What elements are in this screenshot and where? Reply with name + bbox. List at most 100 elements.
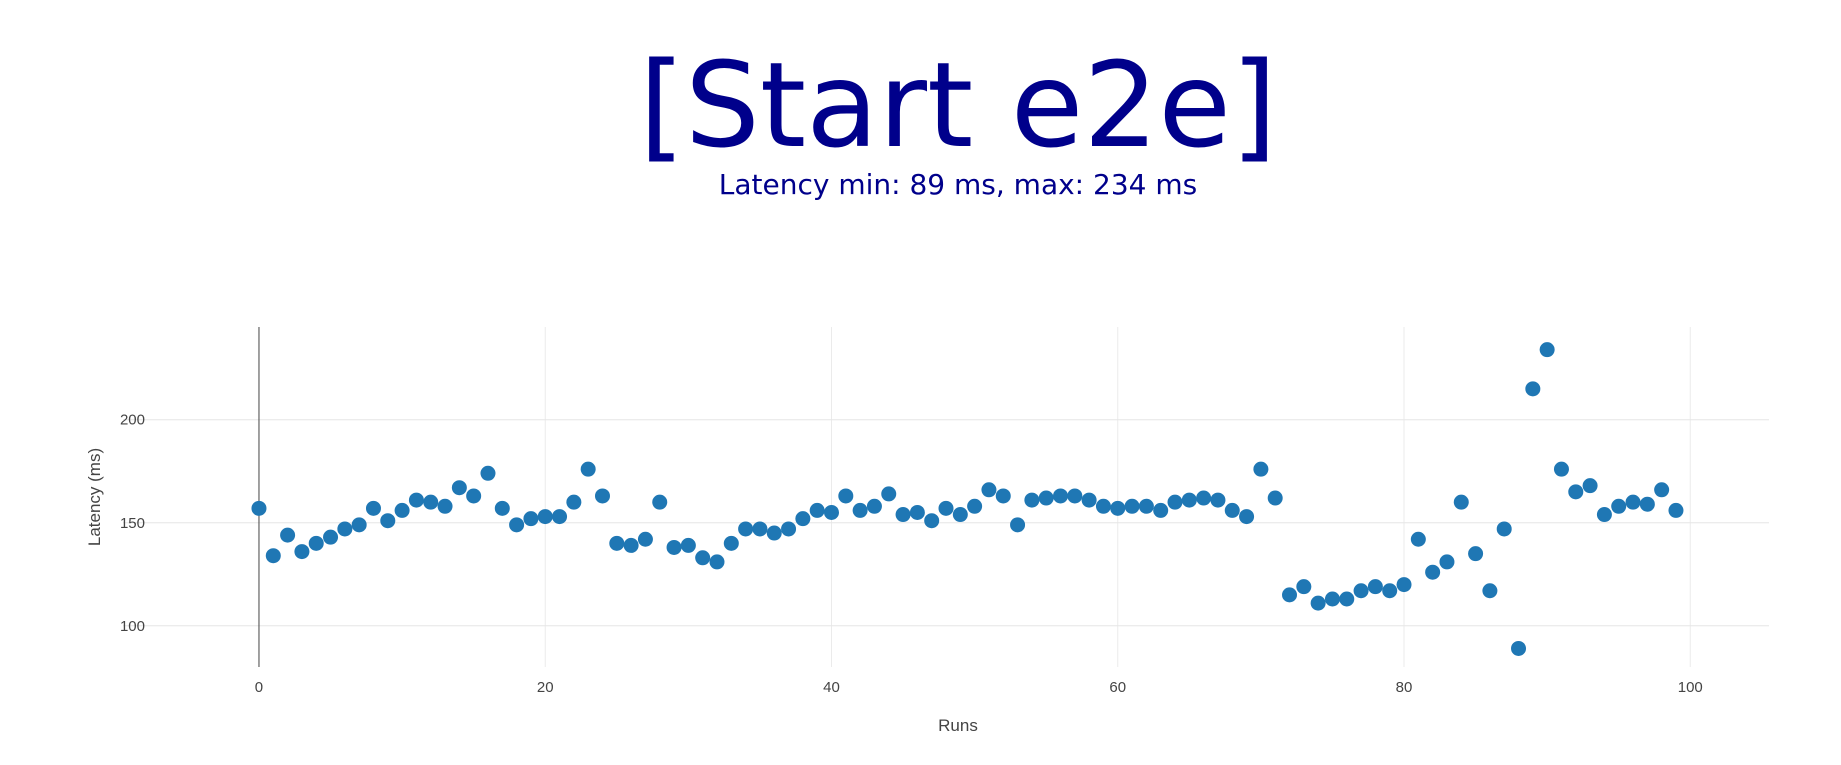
data-point [394, 502, 410, 518]
data-point [895, 507, 911, 523]
data-point [1210, 492, 1226, 508]
data-point [1124, 498, 1140, 514]
x-tick-label: 80 [1396, 679, 1413, 696]
data-point [1482, 583, 1498, 599]
data-point [1095, 498, 1111, 514]
data-point [1282, 587, 1298, 603]
data-point [537, 509, 553, 525]
x-tick-label: 60 [1109, 679, 1126, 696]
data-point [1010, 517, 1026, 533]
data-point [652, 494, 668, 510]
data-point [723, 535, 739, 551]
chart-title: [Start e2e] [639, 36, 1277, 174]
data-point [480, 465, 496, 481]
data-point [1654, 482, 1670, 498]
y-tick-label: 200 [120, 412, 145, 429]
data-point [738, 521, 754, 537]
data-point [1167, 494, 1183, 510]
data-point [1625, 494, 1641, 510]
data-point [967, 498, 983, 514]
data-point [552, 509, 568, 525]
data-point [1611, 498, 1627, 514]
data-point [308, 535, 324, 551]
data-point [1496, 521, 1512, 537]
data-point [952, 507, 968, 523]
data-point [509, 517, 525, 533]
data-points [251, 342, 1684, 656]
data-point [1353, 583, 1369, 599]
data-point [1081, 492, 1097, 508]
data-point [938, 500, 954, 516]
data-point [351, 517, 367, 533]
data-point [623, 537, 639, 553]
data-point [451, 480, 467, 496]
data-point [852, 502, 868, 518]
data-point [838, 488, 854, 504]
data-point [523, 511, 539, 527]
data-point [1668, 502, 1684, 518]
data-point [1382, 583, 1398, 599]
data-point [265, 548, 281, 564]
data-point [1568, 484, 1584, 500]
data-point [1339, 591, 1355, 607]
data-point [380, 513, 396, 529]
data-point [909, 504, 925, 520]
x-tick-label: 20 [537, 679, 554, 696]
x-tick-label: 100 [1678, 679, 1703, 696]
data-point [1639, 496, 1655, 512]
data-point [695, 550, 711, 566]
y-tick-label: 150 [120, 515, 145, 532]
data-point [1511, 640, 1527, 656]
grid-lines [123, 327, 1769, 667]
data-point [1253, 461, 1269, 477]
data-point [1553, 461, 1569, 477]
data-point [365, 500, 381, 516]
data-point [437, 498, 453, 514]
data-point [924, 513, 940, 529]
data-point [709, 554, 725, 570]
data-point [1396, 577, 1412, 593]
data-point [580, 461, 596, 477]
data-point [1539, 342, 1555, 358]
data-point [666, 539, 682, 555]
data-point [1267, 490, 1283, 506]
data-point [1110, 500, 1126, 516]
data-point [1224, 502, 1240, 518]
x-axis-title: Runs [938, 716, 978, 735]
data-point [1324, 591, 1340, 607]
data-point [609, 535, 625, 551]
data-point [781, 521, 797, 537]
data-point [1138, 498, 1154, 514]
x-tick-label: 40 [823, 679, 840, 696]
data-point [280, 527, 296, 543]
data-point [823, 504, 839, 520]
data-point [795, 511, 811, 527]
data-point [1067, 488, 1083, 504]
data-point [1153, 502, 1169, 518]
data-point [1525, 381, 1541, 397]
data-point [1367, 579, 1383, 595]
data-point [1596, 507, 1612, 523]
data-point [866, 498, 882, 514]
data-point [1296, 579, 1312, 595]
data-point [337, 521, 353, 537]
data-point [752, 521, 768, 537]
data-point [323, 529, 339, 545]
data-point [1239, 509, 1255, 525]
data-point [566, 494, 582, 510]
data-point [981, 482, 997, 498]
data-point [637, 531, 653, 547]
data-point [1468, 546, 1484, 562]
data-point [1310, 595, 1326, 611]
data-point [423, 494, 439, 510]
data-point [408, 492, 424, 508]
data-point [1024, 492, 1040, 508]
data-point [680, 537, 696, 553]
data-point [294, 544, 310, 560]
x-tick-label: 0 [255, 679, 263, 696]
data-point [881, 486, 897, 502]
data-point [809, 502, 825, 518]
data-point [1453, 494, 1469, 510]
tick-labels: 0 20 40 60 80 100 100 150 200 [120, 412, 1703, 696]
